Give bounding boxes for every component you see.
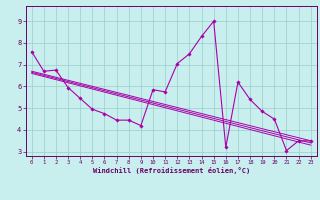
X-axis label: Windchill (Refroidissement éolien,°C): Windchill (Refroidissement éolien,°C) — [92, 167, 250, 174]
